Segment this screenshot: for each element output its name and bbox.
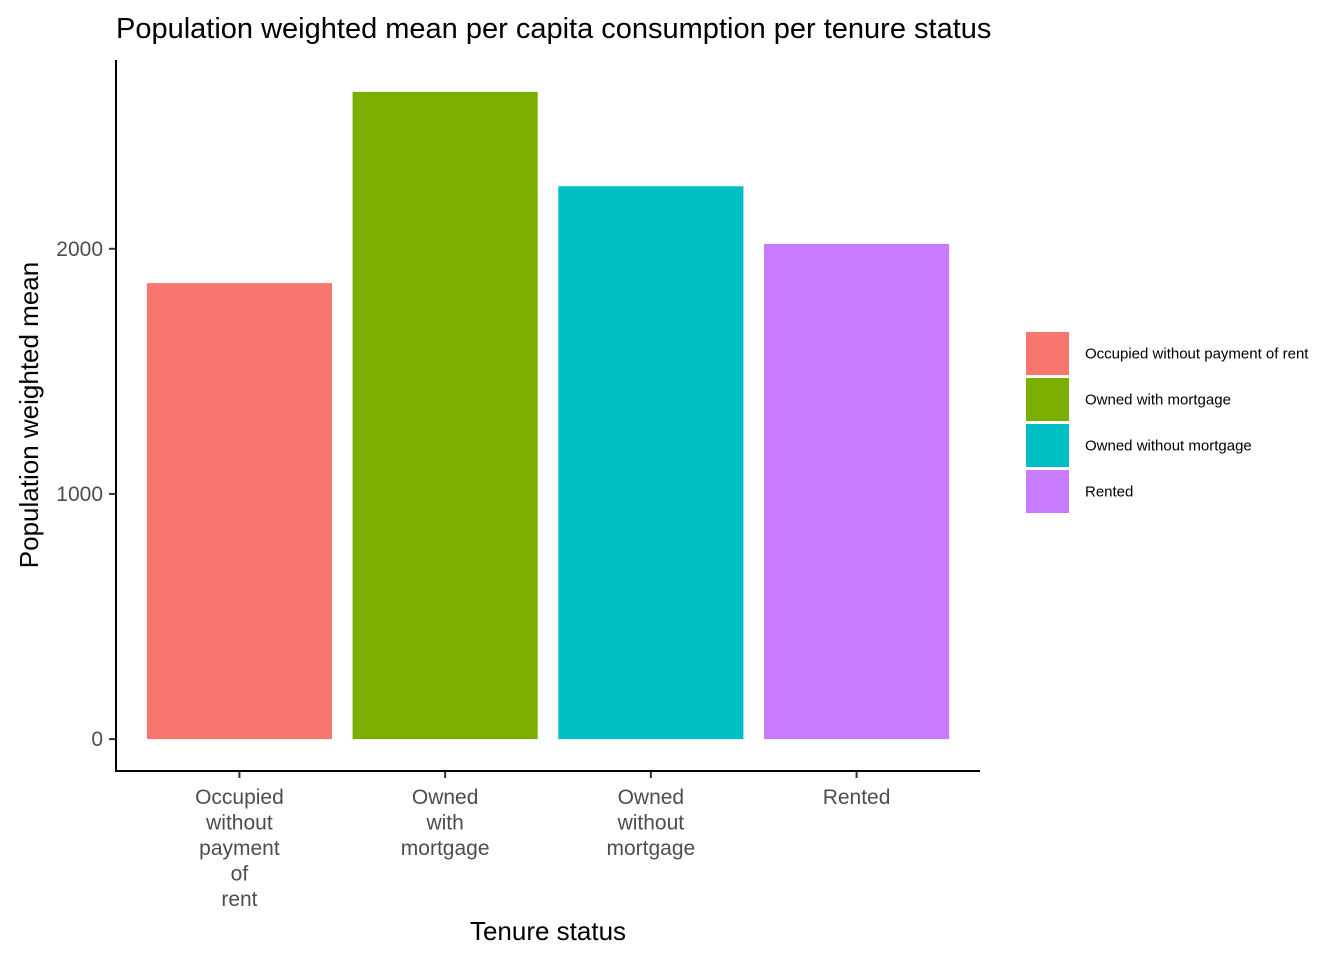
x-tick-label: Owned with mortgage — [401, 786, 490, 860]
x-tick-label: Rented — [823, 786, 891, 809]
legend-label: Rented — [1085, 484, 1133, 501]
bar-1 — [146, 283, 332, 740]
x-tick-label: Owned without mortgage — [606, 786, 695, 860]
y-tick-label: 2000 — [56, 238, 103, 261]
y-tick-label: 0 — [91, 728, 103, 751]
legend-label: Occupied without payment of rent — [1085, 346, 1309, 363]
bar-2 — [352, 91, 538, 740]
legend-key — [1026, 378, 1069, 421]
legend: Occupied without payment of rent Owned wi… — [1026, 332, 1309, 513]
bar-3 — [558, 186, 744, 740]
plot-area: Occupied without payment of rent Owned with mor… — [56, 91, 950, 911]
legend-key — [1026, 424, 1069, 467]
legend-key — [1026, 470, 1069, 513]
y-axis-title: Population weighted mean — [14, 262, 44, 568]
y-tick-label: 1000 — [56, 483, 103, 506]
bar-4 — [764, 243, 950, 740]
legend-label: Owned with mortgage — [1085, 392, 1231, 409]
legend-key — [1026, 332, 1069, 375]
x-tick-label: Occupied without payment of rent — [195, 786, 284, 911]
legend-label: Owned without mortgage — [1085, 438, 1252, 455]
x-axis-title: Tenure status — [470, 916, 626, 946]
chart-title: Population weighted mean per capita cons… — [116, 13, 991, 45]
